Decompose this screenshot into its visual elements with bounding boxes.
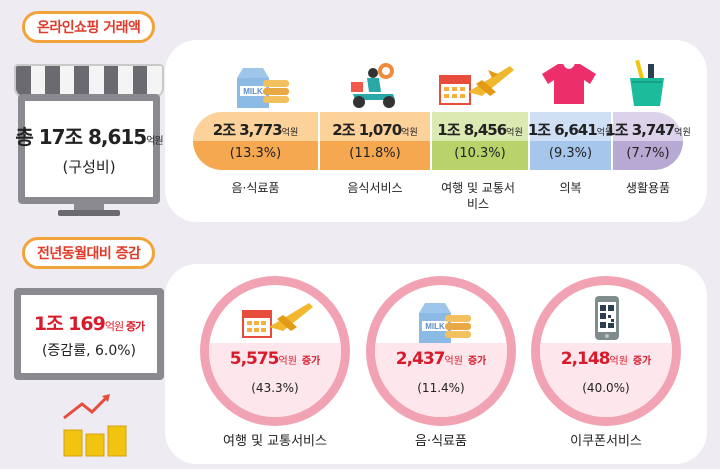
yoy-rate-ecoupon: (40.0%) <box>582 381 630 395</box>
milk-carton-icon: MILK <box>419 303 471 343</box>
tshirt-icon <box>542 63 596 104</box>
store-awning-icon <box>14 64 164 98</box>
total-composition-label: (구성비) <box>62 158 116 176</box>
category-label-travel: 여행 및 교통서비스 <box>441 181 515 211</box>
category-label-household: 생활용품 <box>625 181 671 195</box>
bar-share-travel: (10.3%) <box>454 146 506 161</box>
bar-amount-travel: 1조 8,456억원 <box>437 121 523 139</box>
yoy-rate-food: (11.4%) <box>417 381 465 395</box>
bar-segment-household: 1조 3,747억원 (7.7%) <box>605 112 691 170</box>
bar-amount-food-service: 2조 1,070억원 <box>332 121 418 139</box>
svg-text:MILK: MILK <box>425 322 445 331</box>
bar-amount-household: 1조 3,747억원 <box>605 121 691 139</box>
store-sign: 총 17조 8,615억원 (구성비) <box>14 64 164 216</box>
bar-segment-food: 2조 3,773억원 (13.3%) <box>193 112 318 170</box>
yoy-rate-travel: (43.3%) <box>251 381 299 395</box>
bar-share-food-service: (11.8%) <box>349 146 401 161</box>
bar-segment-travel: 1조 8,456억원 (10.3%) <box>432 112 528 170</box>
yoy-circle-travel: 5,575억원 증가 (43.3%) <box>200 276 350 426</box>
category-label-food: 음·식료품 <box>231 181 280 195</box>
bar-amount-clothing: 1조 6,641억원 <box>527 121 614 139</box>
yoy-total-sign: 1조 169억원 증가 (증감률, 6.0%) <box>14 288 164 398</box>
yoy-amount-food: 2,437억원 증가 <box>395 349 487 369</box>
section-title-yoy-change: 전년동월대비 증감 <box>22 237 156 269</box>
yoy-label-food: 음·식료품 <box>415 434 467 449</box>
yoy-total-board: 1조 169억원 증가 (증감률, 6.0%) <box>14 288 164 380</box>
bar-amount-food: 2조 3,773억원 <box>212 121 299 139</box>
milk-carton-icon: MILK <box>237 68 289 108</box>
total-amount: 총 17조 8,615억원 <box>15 125 163 149</box>
bar-share-household: (7.7%) <box>626 146 670 161</box>
category-label-food-service: 음식서비스 <box>347 181 403 195</box>
coins-growth-icon <box>63 394 127 457</box>
delivery-scooter-icon <box>351 63 395 108</box>
smartphone-qr-icon <box>595 296 619 340</box>
yoy-label-ecoupon: 이쿠폰서비스 <box>570 434 642 449</box>
yoy-label-travel: 여행 및 교통서비스 <box>223 434 327 449</box>
section-title-online-shopping: 온라인쇼핑 거래액 <box>22 11 156 43</box>
yoy-amount-ecoupon: 2,148억원 증가 <box>560 349 652 369</box>
bar-share-clothing: (9.3%) <box>548 146 593 161</box>
yoy-circle-ecoupon: 2,148억원 증가 (40.0%) <box>531 276 681 426</box>
yoy-total-amount: 1조 169억원 증가 <box>33 312 145 335</box>
toiletries-icon <box>630 59 664 106</box>
bar-segment-clothing: 1조 6,641억원 (9.3%) <box>527 112 614 170</box>
svg-text:MILK: MILK <box>243 87 263 96</box>
yoy-total-rate: (증감률, 6.0%) <box>41 342 137 359</box>
calendar-airplane-icon <box>439 66 514 105</box>
bar-share-food: (13.3%) <box>229 146 282 161</box>
calendar-airplane-icon <box>242 303 313 338</box>
total-board: 총 17조 8,615억원 (구성비) <box>15 94 164 204</box>
yoy-amount-travel: 5,575억원 증가 <box>229 349 321 369</box>
category-label-clothing: 의복 <box>559 181 582 195</box>
bar-segment-food-service: 2조 1,070억원 (11.8%) <box>320 112 430 170</box>
yoy-circle-food: MILK 2,437억원 증가 (11.4%) <box>366 276 516 426</box>
